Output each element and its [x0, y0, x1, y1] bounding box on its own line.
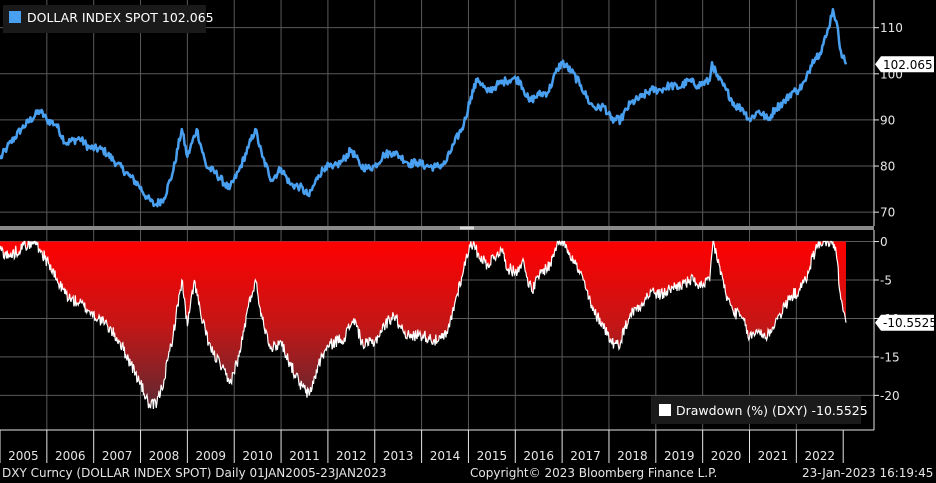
drawdown-legend-swatch-icon [659, 404, 671, 416]
x-tick-label: 2018 [617, 449, 648, 463]
x-tick-label: 2005 [8, 449, 39, 463]
price-series-line [0, 7, 848, 208]
panel-separator[interactable] [0, 226, 874, 230]
x-tick-label: 2012 [336, 449, 367, 463]
drawdown-legend[interactable]: Drawdown (%) (DXY) -10.5525 [651, 396, 868, 424]
x-tick-label: 2017 [570, 449, 601, 463]
x-tick-label: 2013 [383, 449, 414, 463]
drawdown-area [0, 241, 846, 409]
x-tick-label: 2016 [523, 449, 554, 463]
x-tick-label: 2007 [102, 449, 133, 463]
drawdown-tick-label: -15 [880, 350, 900, 364]
price-tick-label: 80 [880, 160, 895, 174]
drawdown-last-badge: -10.5525 [875, 314, 936, 331]
drawdown-tick-label: 0 [880, 235, 888, 249]
price-legend-label: DOLLAR INDEX SPOT 102.065 [27, 10, 214, 25]
x-tick-label: 2008 [149, 449, 180, 463]
x-tick-label: 2021 [758, 449, 789, 463]
drawdown-legend-label: Drawdown (%) (DXY) -10.5525 [676, 403, 868, 418]
x-tick-label: 2011 [289, 449, 320, 463]
footer-security-info: DXY Curncy (DOLLAR INDEX SPOT) Daily 01J… [2, 466, 387, 480]
price-last-value: 102.065 [883, 58, 933, 72]
x-tick-label: 2006 [55, 449, 86, 463]
drawdown-line [0, 240, 847, 409]
footer-bar: DXY Curncy (DOLLAR INDEX SPOT) Daily 01J… [0, 464, 936, 483]
price-tick-label: 70 [880, 206, 895, 220]
x-tick-label: 2014 [430, 449, 461, 463]
x-tick-label: 2009 [196, 449, 227, 463]
panel-resize-handle[interactable] [460, 226, 474, 230]
x-tick-label: 2010 [242, 449, 273, 463]
footer-timestamp: 23-Jan-2023 16:19:45 [802, 466, 934, 480]
drawdown-tick-label: -5 [880, 274, 892, 288]
x-tick-label: 2015 [477, 449, 508, 463]
x-tick-label: 2022 [804, 449, 835, 463]
x-tick-label: 2019 [664, 449, 695, 463]
price-legend[interactable]: DOLLAR INDEX SPOT 102.065 [3, 5, 214, 33]
x-axis: 2005 2006 2007 2008 2009 2010 2011 2012 2013 2014… [0, 429, 874, 463]
footer-copyright: Copyright© 2023 Bloomberg Finance L.P. [470, 466, 718, 480]
price-legend-swatch-icon [9, 11, 21, 23]
x-tick-label: 2020 [711, 449, 742, 463]
price-last-badge: 102.065 [875, 56, 934, 73]
price-tick-label: 110 [880, 21, 903, 35]
drawdown-tick-label: -20 [880, 389, 900, 403]
drawdown-last-value: -10.5525 [883, 316, 936, 330]
price-tick-label: 90 [880, 113, 895, 127]
